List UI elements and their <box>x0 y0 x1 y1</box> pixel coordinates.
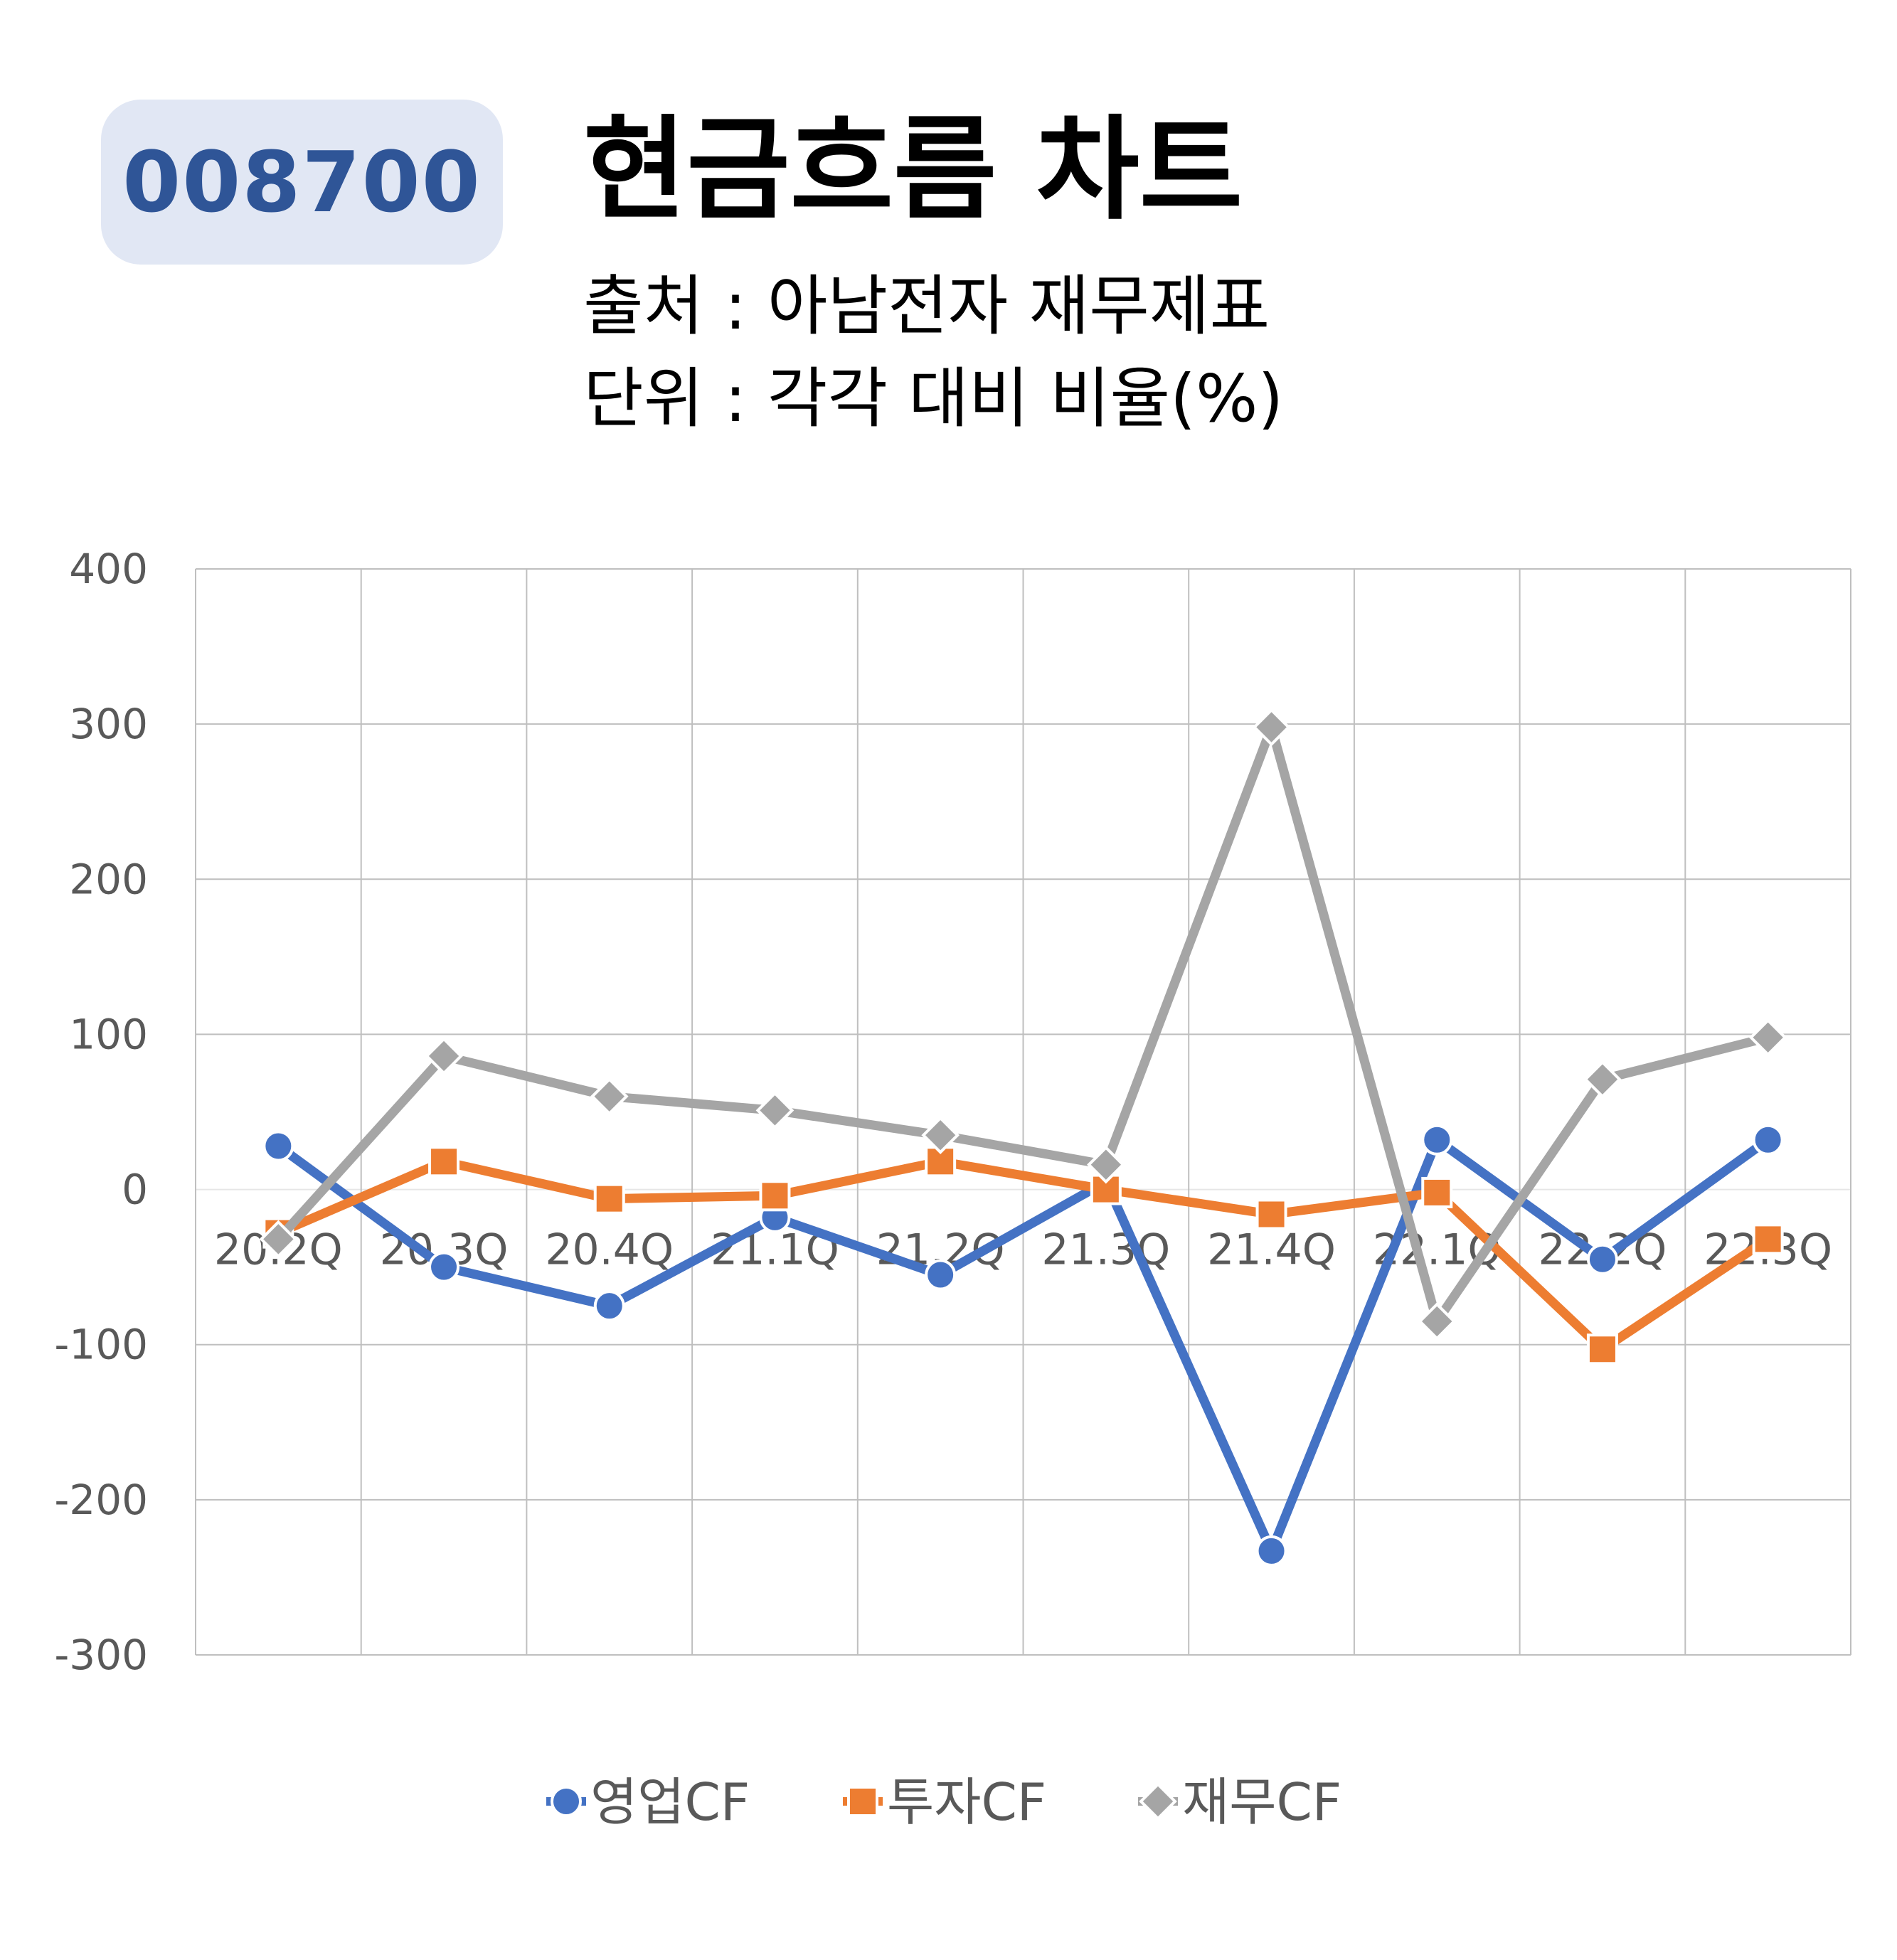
data-point-series-3 <box>1087 1145 1125 1184</box>
data-point-series-2 <box>593 1183 625 1215</box>
data-point-series-3 <box>259 1220 298 1259</box>
unit-line: 단위 : 각각 대비 비율(%) <box>583 361 1284 437</box>
y-tick-label: 300 <box>69 700 148 748</box>
y-tick-label: 0 <box>122 1166 148 1214</box>
data-point-series-3 <box>921 1116 960 1155</box>
source-line: 출처 : 아남전자 재무제표 <box>583 268 1270 344</box>
legend-marker-2 <box>847 1786 878 1817</box>
data-point-series-1 <box>1586 1243 1618 1275</box>
legend-marker-3 <box>1139 1782 1177 1821</box>
data-point-series-3 <box>755 1091 795 1130</box>
data-point-series-1 <box>593 1290 625 1322</box>
data-point-series-1 <box>1752 1124 1784 1156</box>
data-point-series-2 <box>1752 1223 1784 1255</box>
data-point-series-1 <box>1255 1535 1287 1567</box>
y-tick-label: 100 <box>69 1010 148 1058</box>
legend-label-1: 영업CF <box>590 1772 750 1832</box>
data-point-series-3 <box>425 1037 463 1075</box>
y-tick-label: 200 <box>69 855 148 903</box>
data-point-series-3 <box>1748 1018 1787 1057</box>
y-tick-label: 400 <box>69 545 148 593</box>
data-point-series-2 <box>759 1180 791 1212</box>
data-point-series-2 <box>428 1146 460 1178</box>
chart-title: 현금흐름 차트 <box>583 105 1243 235</box>
data-point-series-1 <box>428 1251 460 1283</box>
data-point-series-1 <box>262 1130 294 1162</box>
y-tick-label: -200 <box>54 1476 148 1524</box>
y-tick-label: -300 <box>54 1631 148 1679</box>
data-point-series-2 <box>1586 1333 1618 1365</box>
legend-label-2: 투자CF <box>887 1772 1046 1832</box>
stock-code: 008700 <box>122 133 482 231</box>
x-tick-label: 21.4Q <box>1207 1225 1336 1275</box>
data-point-series-1 <box>925 1259 957 1291</box>
x-tick-label: 20.4Q <box>545 1225 674 1275</box>
data-point-series-3 <box>1583 1060 1622 1099</box>
y-tick-label: -100 <box>54 1321 148 1369</box>
legend-label-3: 재무CF <box>1182 1772 1341 1832</box>
series-line-3 <box>273 723 1773 1326</box>
data-point-series-2 <box>1255 1198 1287 1230</box>
series-line-2 <box>273 1156 1773 1354</box>
data-point-series-3 <box>590 1077 629 1116</box>
stock-code-badge: 008700 <box>101 100 503 265</box>
data-point-series-1 <box>1421 1124 1453 1156</box>
x-tick-label: 21.3Q <box>1041 1225 1170 1275</box>
legend-marker-1 <box>551 1786 582 1817</box>
data-point-series-3 <box>1418 1302 1457 1341</box>
data-point-series-3 <box>1252 708 1291 747</box>
data-point-series-2 <box>1421 1176 1453 1208</box>
